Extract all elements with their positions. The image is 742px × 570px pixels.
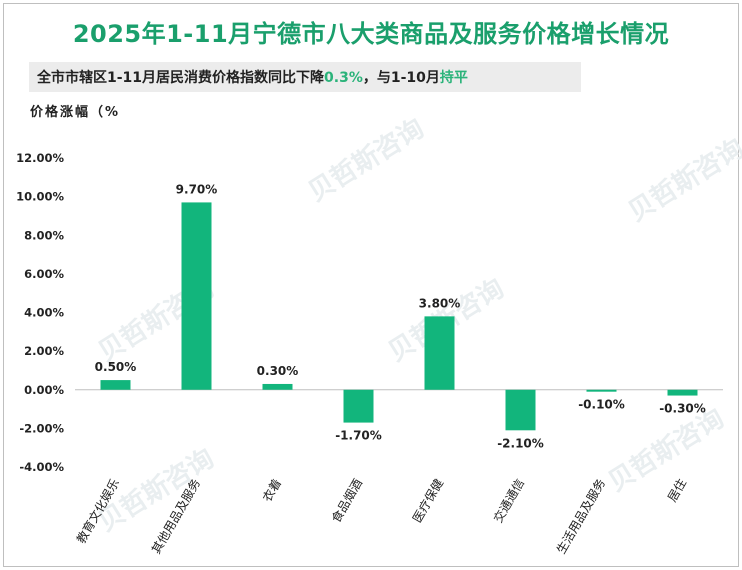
data-label: -0.30%: [659, 402, 706, 416]
bar: [667, 389, 698, 396]
bar: [100, 380, 131, 390]
y-tick-label: -4.00%: [19, 460, 64, 474]
subtitle-value: 0.3%: [324, 70, 363, 86]
category-label: 生活用品及服务: [553, 476, 608, 556]
category-label: 教育文化娱乐: [73, 476, 122, 546]
subtitle-box: 全市市辖区1-11月居民消费价格指数同比下降0.3%，与1-10月持平: [29, 62, 581, 92]
y-tick-label: 0.00%: [24, 383, 64, 397]
bar: [586, 389, 617, 392]
bar: [505, 389, 536, 431]
y-tick-label: -2.00%: [19, 421, 64, 435]
y-axis-label: 价格涨幅（%: [30, 105, 121, 120]
bar: [262, 383, 293, 390]
y-tick-label: 2.00%: [24, 344, 64, 358]
category-label: 医疗保健: [410, 477, 446, 526]
data-label: 0.30%: [257, 364, 299, 378]
subtitle-prefix: 全市市辖区1-11月居民消费价格指数同比下降: [37, 70, 325, 86]
subtitle-status: 持平: [439, 70, 468, 86]
category-label: 食品烟酒: [328, 476, 365, 525]
category-label: 衣着: [259, 476, 284, 504]
data-label: -2.10%: [497, 436, 544, 450]
data-label: -1.70%: [335, 429, 382, 443]
bar: [181, 202, 212, 390]
y-tick-label: 12.00%: [16, 151, 64, 165]
category-label: 居住: [665, 477, 689, 505]
chart-frame: [3, 3, 739, 567]
data-label: -0.10%: [578, 398, 625, 412]
chart-title: 2025年1-11月宁德市八大类商品及服务价格增长情况: [72, 20, 670, 48]
data-label: 9.70%: [176, 182, 218, 196]
data-label: 0.50%: [95, 360, 137, 374]
subtitle: 全市市辖区1-11月居民消费价格指数同比下降0.3%，与1-10月持平: [37, 67, 468, 87]
category-label: 交通通信: [490, 476, 527, 525]
bar: [424, 316, 455, 390]
subtitle-middle: ，与1-10月: [362, 70, 440, 86]
y-tick-label: 6.00%: [24, 267, 64, 281]
bar: [343, 389, 374, 423]
y-tick-label: 10.00%: [16, 190, 64, 204]
data-label: 3.80%: [419, 296, 461, 310]
y-tick-label: 8.00%: [24, 228, 64, 242]
category-label: 其他用品及服务: [148, 476, 203, 556]
y-tick-label: 4.00%: [24, 306, 64, 320]
